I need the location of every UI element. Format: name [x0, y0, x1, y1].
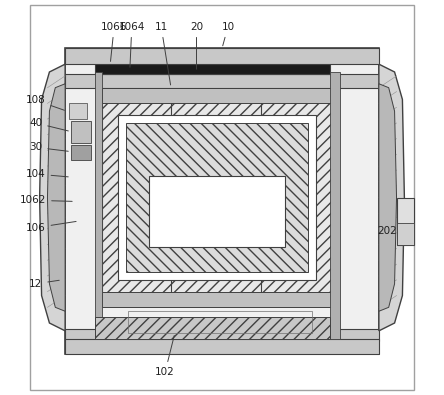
Text: 104: 104	[26, 169, 68, 179]
Polygon shape	[379, 64, 404, 331]
Bar	[71, 121, 91, 143]
Bar	[71, 145, 91, 160]
Bar	[150, 176, 285, 246]
Text: 12: 12	[29, 279, 59, 289]
Bar	[103, 88, 332, 103]
Text: 102: 102	[155, 335, 175, 377]
Bar	[65, 74, 379, 88]
Text: 1064: 1064	[119, 22, 145, 67]
Polygon shape	[379, 84, 396, 311]
Text: 30: 30	[29, 142, 68, 152]
Bar	[65, 339, 379, 354]
Text: 106: 106	[26, 222, 76, 233]
Bar	[118, 115, 316, 280]
Bar	[126, 123, 308, 272]
Text: 20: 20	[190, 22, 203, 69]
Bar	[95, 64, 330, 74]
Polygon shape	[40, 64, 65, 331]
Polygon shape	[48, 84, 65, 311]
Bar	[128, 311, 312, 333]
Bar	[65, 49, 379, 354]
Bar	[95, 72, 103, 339]
Bar	[103, 292, 332, 307]
Bar	[396, 223, 414, 245]
Text: 10: 10	[221, 22, 234, 46]
Text: 1066: 1066	[101, 22, 127, 61]
Text: 40: 40	[29, 118, 68, 131]
Bar	[65, 49, 379, 64]
Bar	[103, 98, 332, 295]
Text: 108: 108	[26, 95, 64, 110]
Bar	[330, 72, 340, 339]
Bar	[95, 317, 330, 339]
Bar	[69, 103, 87, 119]
Text: 202: 202	[377, 223, 400, 236]
Bar	[65, 329, 379, 340]
Text: 1062: 1062	[20, 195, 72, 205]
Text: 11: 11	[155, 22, 170, 85]
Bar	[396, 198, 414, 245]
